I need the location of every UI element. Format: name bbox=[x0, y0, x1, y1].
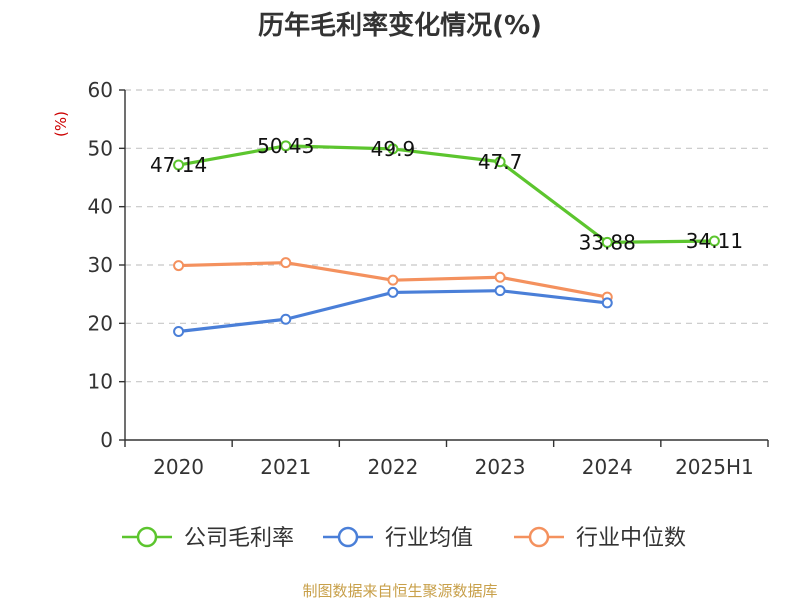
data-label-0-4: 33.88 bbox=[579, 230, 636, 254]
y-axis-unit: (%) bbox=[52, 111, 70, 137]
x-tick-label-2021: 2021 bbox=[260, 455, 311, 479]
series-0 bbox=[173, 140, 720, 248]
legend: 公司毛利率 行业均值 行业中位数 bbox=[122, 526, 686, 551]
series-line-0 bbox=[176, 144, 717, 244]
data-labels: 47.14 50.43 49.9 47.7 33.88 34.11 bbox=[150, 134, 743, 255]
x-tick-label-2023: 2023 bbox=[475, 455, 526, 479]
x-tick-label-2025H1: 2025H1 bbox=[675, 455, 754, 479]
series-layer bbox=[173, 140, 720, 337]
y-tick-label-40: 40 bbox=[88, 195, 113, 219]
y-tick-label-60: 60 bbox=[88, 78, 113, 102]
data-point-0-2 bbox=[387, 143, 399, 155]
chart-title: 历年毛利率变化情况(%) bbox=[258, 10, 542, 41]
legend-item-2: 行业中位数 bbox=[514, 526, 686, 551]
data-source-note: 制图数据来自恒生聚源数据库 bbox=[302, 582, 497, 600]
x-tick-label-2020: 2020 bbox=[153, 455, 204, 479]
legend-item-1: 行业均值 bbox=[323, 526, 473, 551]
data-point-2-0 bbox=[173, 260, 185, 272]
data-point-0-5 bbox=[708, 235, 720, 247]
data-point-1-3 bbox=[494, 285, 506, 297]
y-tick-label-20: 20 bbox=[88, 311, 113, 335]
legend-swatch-marker-2 bbox=[528, 526, 550, 548]
legend-label-0: 公司毛利率 bbox=[184, 526, 294, 551]
data-point-2-1 bbox=[280, 257, 292, 269]
data-point-1-2 bbox=[387, 286, 399, 298]
data-point-0-3 bbox=[494, 156, 506, 168]
grid-lines bbox=[125, 89, 768, 383]
data-label-0-5: 34.11 bbox=[686, 229, 743, 253]
data-point-1-0 bbox=[173, 326, 185, 337]
data-point-1-1 bbox=[280, 313, 292, 325]
y-tick-label-30: 30 bbox=[88, 253, 113, 277]
data-point-0-4 bbox=[601, 236, 613, 248]
y-tick-label-50: 50 bbox=[88, 136, 113, 160]
legend-label-1: 行业均值 bbox=[385, 526, 473, 551]
legend-swatch-marker-0 bbox=[136, 526, 158, 548]
data-point-2-2 bbox=[387, 274, 399, 286]
data-label-0-2: 49.9 bbox=[371, 137, 416, 161]
data-label-0-1: 50.43 bbox=[257, 134, 314, 158]
data-label-0-0: 47.14 bbox=[150, 153, 207, 177]
legend-label-2: 行业中位数 bbox=[576, 526, 686, 551]
data-point-0-1 bbox=[280, 140, 292, 152]
axes: 0 10 20 30 40 50 60 2020 2021 2022 2023 2024 2025H1 bbox=[88, 78, 769, 479]
data-point-1-4 bbox=[601, 297, 613, 309]
data-label-0-3: 47.7 bbox=[478, 150, 523, 174]
legend-item-0: 公司毛利率 bbox=[122, 526, 294, 551]
data-point-0-0 bbox=[173, 159, 185, 171]
x-tick-label-2022: 2022 bbox=[367, 455, 418, 479]
y-tick-label-0: 0 bbox=[100, 428, 113, 452]
series-1 bbox=[173, 285, 613, 337]
data-point-2-3 bbox=[494, 271, 506, 283]
x-tick-label-2024: 2024 bbox=[582, 455, 633, 479]
legend-swatch-marker-1 bbox=[337, 526, 359, 548]
y-tick-label-10: 10 bbox=[88, 370, 113, 394]
